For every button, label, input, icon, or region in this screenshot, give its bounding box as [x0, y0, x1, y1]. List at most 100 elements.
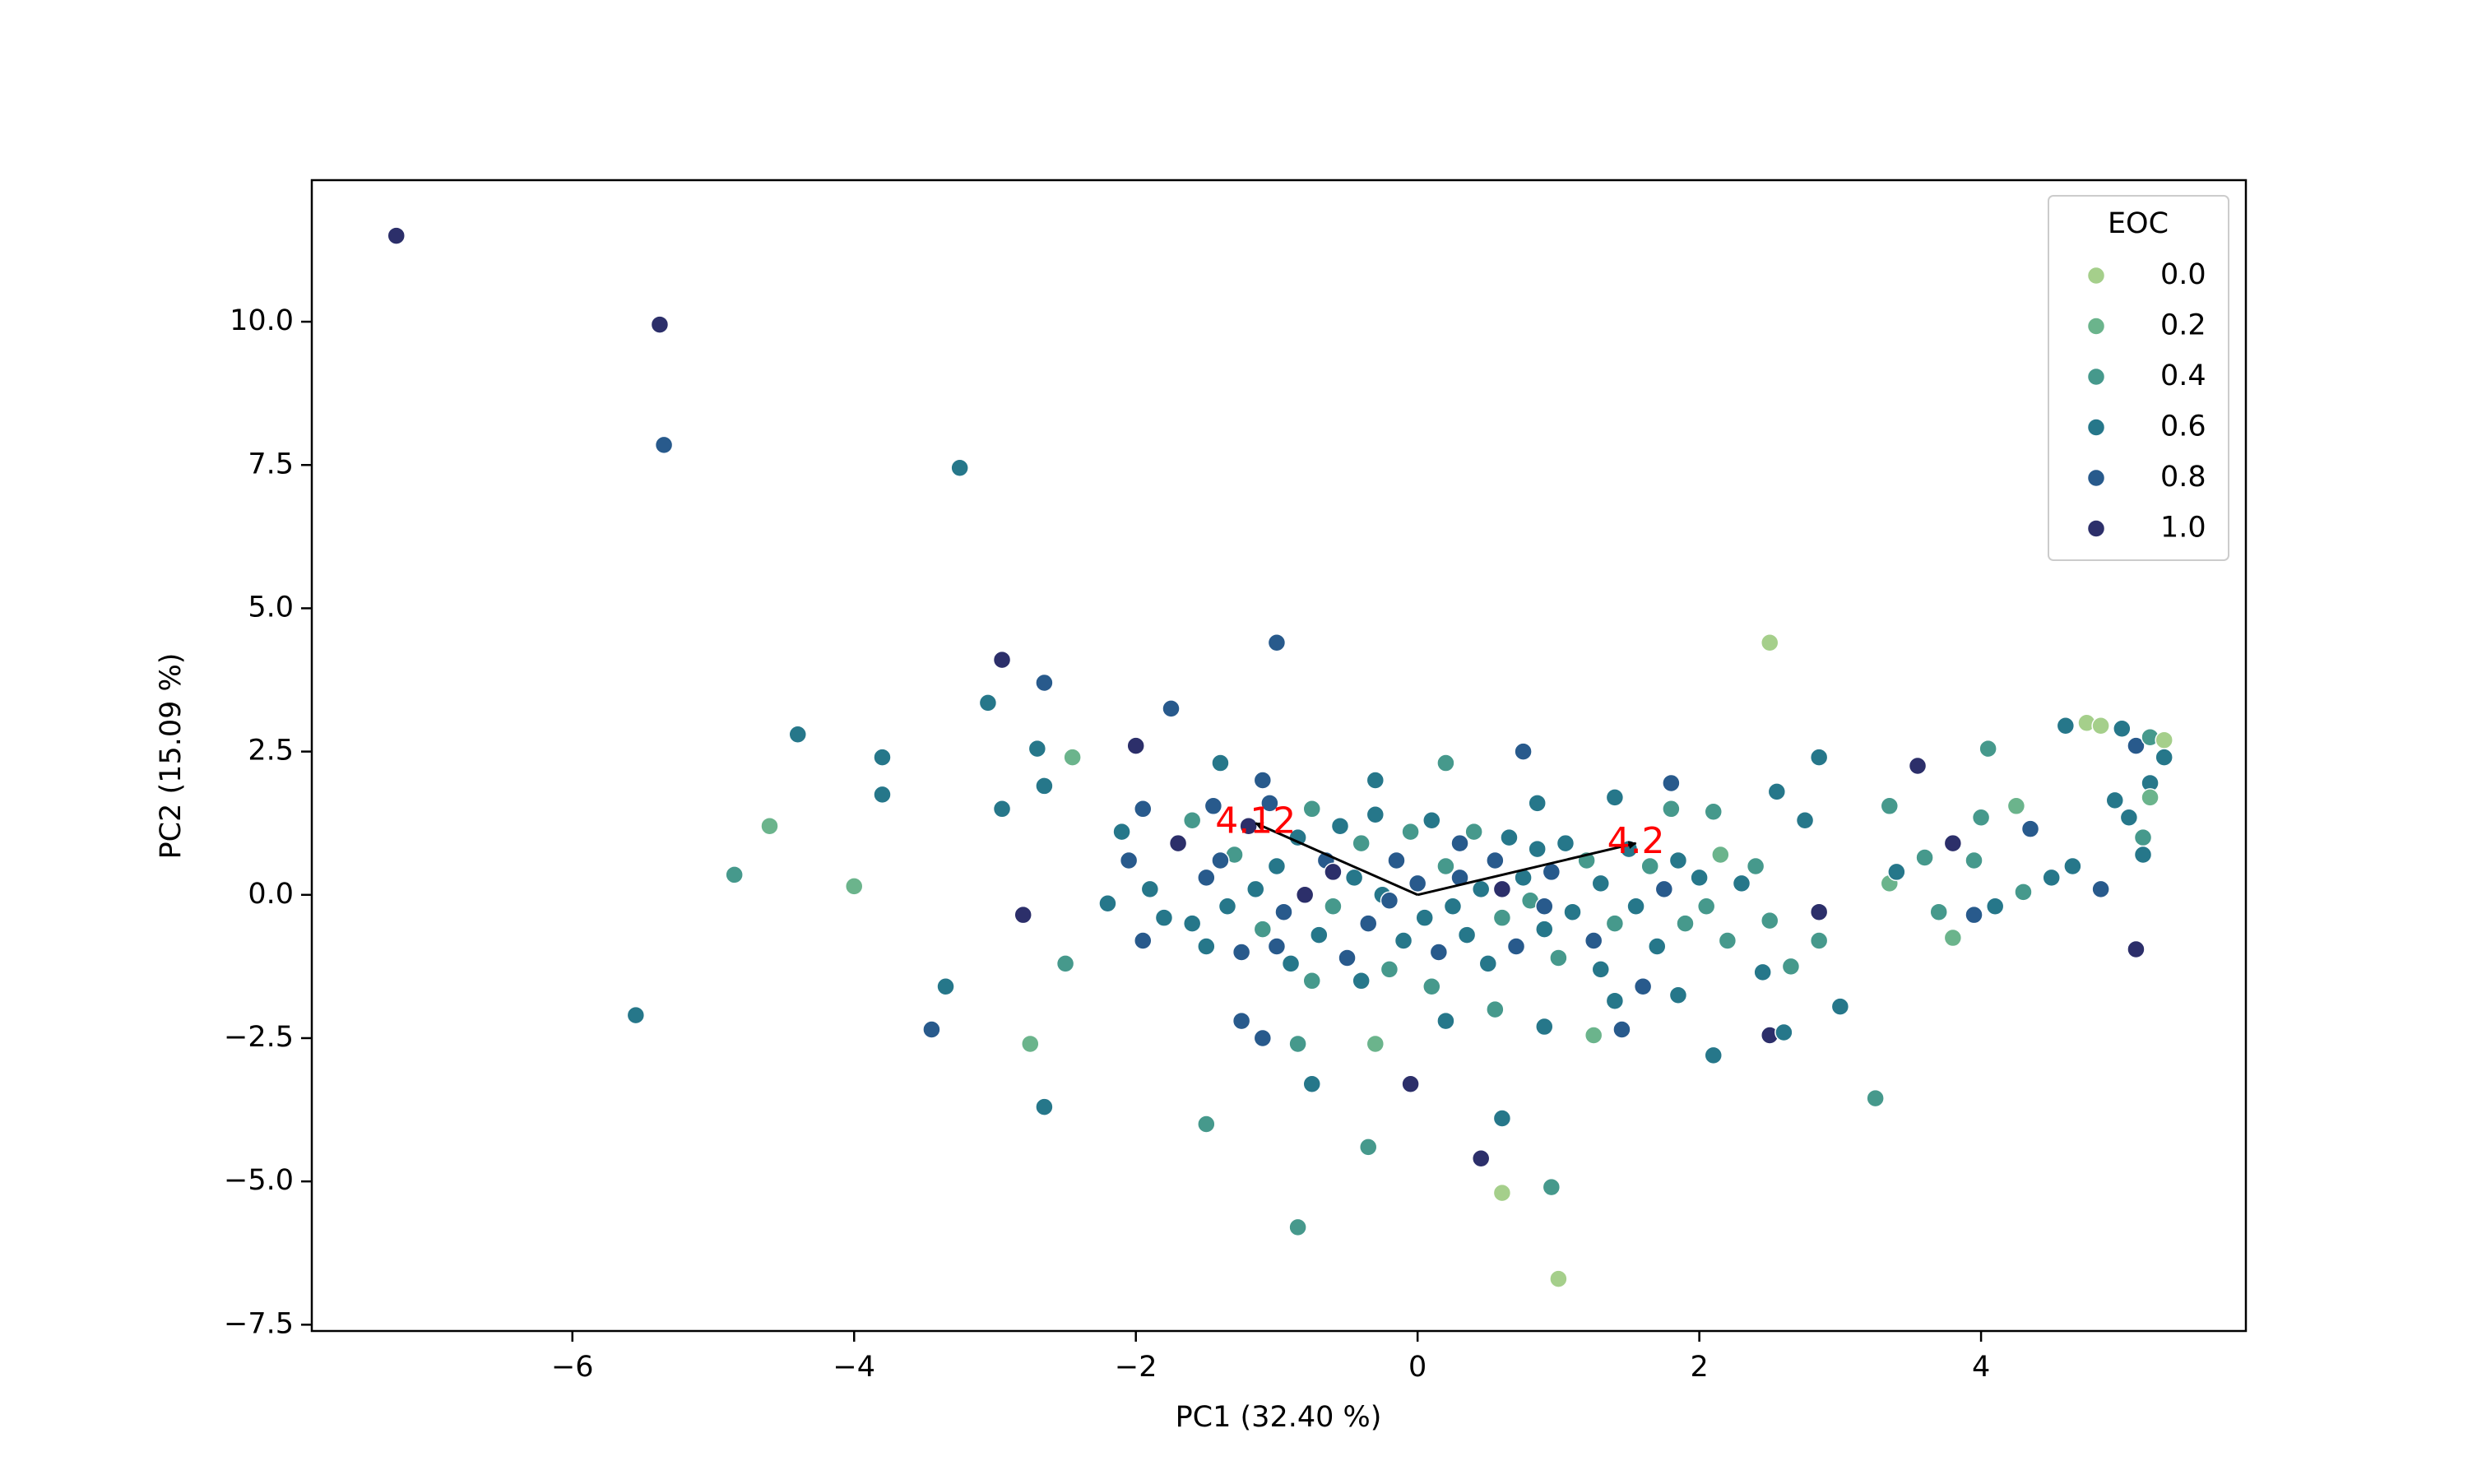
- data-point: [2091, 716, 2110, 735]
- data-point: [1218, 897, 1237, 916]
- data-point: [1767, 782, 1787, 801]
- data-point: [1408, 874, 1427, 893]
- data-point: [1274, 902, 1293, 921]
- data-point: [1302, 800, 1321, 819]
- data-point: [1366, 771, 1385, 790]
- data-point: [1211, 754, 1230, 772]
- data-point: [1915, 848, 1934, 867]
- data-point: [1668, 851, 1688, 870]
- data-point: [1134, 931, 1153, 950]
- data-point: [1486, 851, 1505, 870]
- data-point: [1640, 856, 1659, 876]
- data-point: [1302, 972, 1321, 990]
- data-point: [1324, 862, 1343, 882]
- data-point: [1098, 894, 1117, 913]
- data-point: [1401, 822, 1420, 842]
- data-point: [1965, 905, 1983, 925]
- data-point: [1500, 828, 1519, 847]
- data-point: [1415, 908, 1434, 927]
- data-point: [1535, 920, 1554, 939]
- data-point: [1528, 794, 1547, 813]
- data-point: [1035, 1097, 1054, 1116]
- data-point: [626, 1005, 646, 1025]
- data-point: [1436, 856, 1455, 876]
- legend-marker: [2086, 468, 2106, 488]
- data-point: [2155, 730, 2173, 749]
- data-point: [2155, 748, 2173, 767]
- legend-label: 0.6: [2160, 410, 2206, 443]
- data-point: [1929, 902, 1948, 921]
- legend-label: 1.0: [2160, 512, 2206, 545]
- plot-area: 4.12 4.2: [387, 226, 2173, 1288]
- data-point: [654, 435, 674, 455]
- data-point: [2119, 808, 2139, 827]
- data-point: [1492, 1109, 1512, 1128]
- data-point: [1387, 851, 1406, 870]
- data-point: [1542, 1177, 1561, 1197]
- data-point: [1140, 879, 1160, 899]
- data-point: [1880, 796, 1900, 816]
- data-point: [1626, 897, 1645, 916]
- data-point: [2063, 856, 2082, 876]
- data-point: [1943, 833, 1963, 853]
- data-point: [2006, 796, 2026, 816]
- data-point: [2105, 791, 2125, 810]
- data-point: [1668, 985, 1688, 1004]
- data-point: [922, 1020, 941, 1039]
- data-point: [1965, 851, 1983, 870]
- data-point: [1380, 960, 1399, 979]
- data-point: [1704, 1046, 1723, 1065]
- data-point: [2133, 845, 2153, 865]
- x-tick-label: 2: [1690, 1351, 1708, 1384]
- legend-label: 0.4: [2160, 359, 2206, 392]
- data-point: [1310, 925, 1329, 944]
- legend-label: 0.8: [2160, 461, 2206, 494]
- axes-frame: [310, 179, 2248, 1333]
- data-point: [936, 977, 955, 996]
- data-point: [1535, 897, 1554, 916]
- y-tick-label: 0.0: [248, 878, 294, 911]
- data-point: [1605, 788, 1625, 807]
- data-point: [1662, 800, 1681, 819]
- data-point: [1267, 937, 1287, 956]
- data-point: [1563, 902, 1582, 921]
- data-point: [1866, 1088, 1885, 1108]
- data-point: [1676, 914, 1695, 933]
- data-point: [1014, 905, 1032, 925]
- legend-label: 0.0: [2160, 258, 2206, 291]
- data-point: [1492, 1183, 1512, 1203]
- data-point: [1436, 1011, 1455, 1031]
- data-point: [2133, 828, 2153, 847]
- loading-label: 4.12: [1215, 800, 1296, 842]
- data-point: [1366, 1034, 1385, 1054]
- data-point: [1253, 920, 1273, 939]
- data-point: [1830, 997, 1850, 1016]
- data-point: [2091, 879, 2110, 899]
- data-point: [1119, 851, 1139, 870]
- y-tick-label: 10.0: [230, 304, 294, 337]
- data-point: [1746, 856, 1765, 876]
- data-point: [1450, 868, 1469, 888]
- data-point: [1063, 748, 1082, 767]
- legend-title: EOC: [2108, 207, 2169, 240]
- data-point: [1112, 822, 1131, 842]
- data-point: [1486, 999, 1505, 1019]
- legend-marker: [2086, 266, 2106, 285]
- data-point: [1197, 937, 1216, 956]
- legend-label: 0.2: [2160, 309, 2206, 342]
- data-point: [2042, 868, 2061, 888]
- data-point: [1760, 633, 1779, 652]
- data-point: [1549, 1269, 1568, 1288]
- data-point: [1028, 739, 1047, 758]
- loading-arrow: [1255, 822, 1418, 897]
- data-point: [1985, 897, 2005, 916]
- data-point: [1704, 802, 1723, 822]
- data-point: [1288, 1217, 1307, 1237]
- legend-marker: [2086, 418, 2106, 437]
- data-point: [1436, 754, 1455, 772]
- data-point: [1556, 833, 1575, 853]
- data-point: [2014, 883, 2033, 902]
- data-point: [1549, 948, 1568, 967]
